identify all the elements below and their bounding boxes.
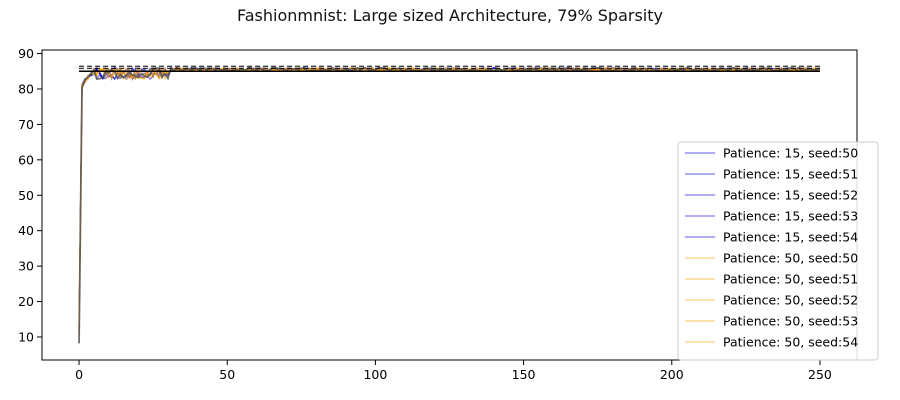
x-tick-label: 150 <box>512 367 536 382</box>
legend-label: Patience: 15, seed:52 <box>723 188 858 203</box>
x-tick-label: 50 <box>219 367 235 382</box>
legend-label: Patience: 15, seed:51 <box>723 167 858 182</box>
legend-box <box>677 141 879 361</box>
legend-label: Patience: 50, seed:52 <box>723 293 858 308</box>
y-tick-label: 70 <box>18 117 34 132</box>
y-tick-label: 30 <box>18 259 34 274</box>
legend-label: Patience: 15, seed:50 <box>723 146 858 161</box>
y-tick-label: 80 <box>18 81 34 96</box>
legend-label: Patience: 15, seed:53 <box>723 209 858 224</box>
y-tick-label: 90 <box>18 46 34 61</box>
y-tick-label: 60 <box>18 152 34 167</box>
y-tick-label: 50 <box>18 188 34 203</box>
x-tick-label: 200 <box>660 367 684 382</box>
x-tick-label: 250 <box>808 367 832 382</box>
legend-label: Patience: 50, seed:51 <box>723 272 858 287</box>
y-tick-label: 20 <box>18 294 34 309</box>
legend-label: Patience: 50, seed:53 <box>723 314 858 329</box>
legend-label: Patience: 50, seed:50 <box>723 251 858 266</box>
legend-label: Patience: 15, seed:54 <box>723 230 858 245</box>
chart-title: Fashionmnist: Large sized Architecture, … <box>236 6 663 25</box>
y-tick-label: 40 <box>18 223 34 238</box>
y-tick-label: 10 <box>18 329 34 344</box>
x-tick-label: 0 <box>75 367 83 382</box>
legend-label: Patience: 50, seed:54 <box>723 335 858 350</box>
x-tick-label: 100 <box>363 367 387 382</box>
